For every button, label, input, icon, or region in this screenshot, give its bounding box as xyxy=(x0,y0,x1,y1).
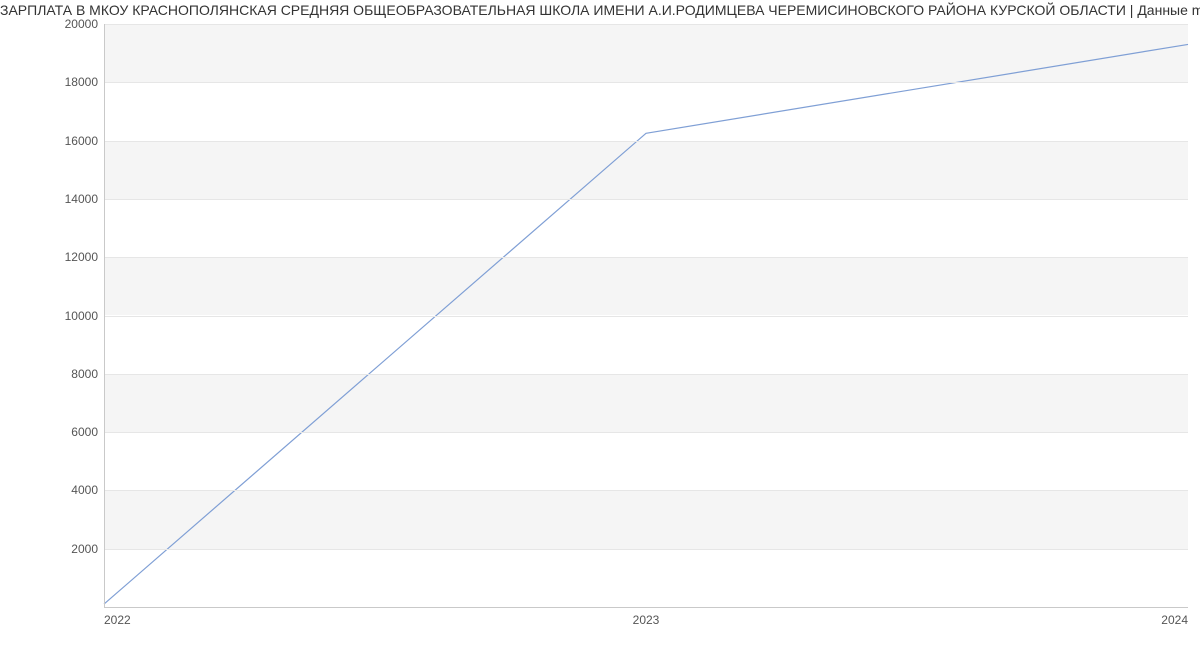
y-gridline xyxy=(104,490,1188,491)
y-gridline xyxy=(104,24,1188,25)
y-tick-label: 14000 xyxy=(65,192,98,206)
y-tick-label: 4000 xyxy=(71,483,98,497)
y-gridline xyxy=(104,374,1188,375)
x-tick-label: 2024 xyxy=(1161,613,1188,627)
y-gridline xyxy=(104,549,1188,550)
y-gridline xyxy=(104,199,1188,200)
chart-container: ЗАРПЛАТА В МКОУ КРАСНОПОЛЯНСКАЯ СРЕДНЯЯ … xyxy=(0,0,1200,650)
y-tick-label: 10000 xyxy=(65,309,98,323)
y-tick-label: 8000 xyxy=(71,367,98,381)
chart-title: ЗАРПЛАТА В МКОУ КРАСНОПОЛЯНСКАЯ СРЕДНЯЯ … xyxy=(0,2,1200,18)
plot-area: 2000400060008000100001200014000160001800… xyxy=(104,24,1188,607)
x-tick-label: 2023 xyxy=(633,613,660,627)
y-gridline xyxy=(104,257,1188,258)
x-axis-line xyxy=(104,607,1188,608)
y-tick-label: 2000 xyxy=(71,542,98,556)
y-tick-label: 20000 xyxy=(65,17,98,31)
y-tick-label: 6000 xyxy=(71,425,98,439)
y-tick-label: 18000 xyxy=(65,75,98,89)
x-tick-label: 2022 xyxy=(104,613,131,627)
y-gridline xyxy=(104,141,1188,142)
y-axis-line xyxy=(104,24,105,607)
y-tick-label: 16000 xyxy=(65,134,98,148)
y-tick-label: 12000 xyxy=(65,250,98,264)
series-line xyxy=(104,44,1188,604)
y-gridline xyxy=(104,316,1188,317)
y-gridline xyxy=(104,82,1188,83)
y-gridline xyxy=(104,432,1188,433)
